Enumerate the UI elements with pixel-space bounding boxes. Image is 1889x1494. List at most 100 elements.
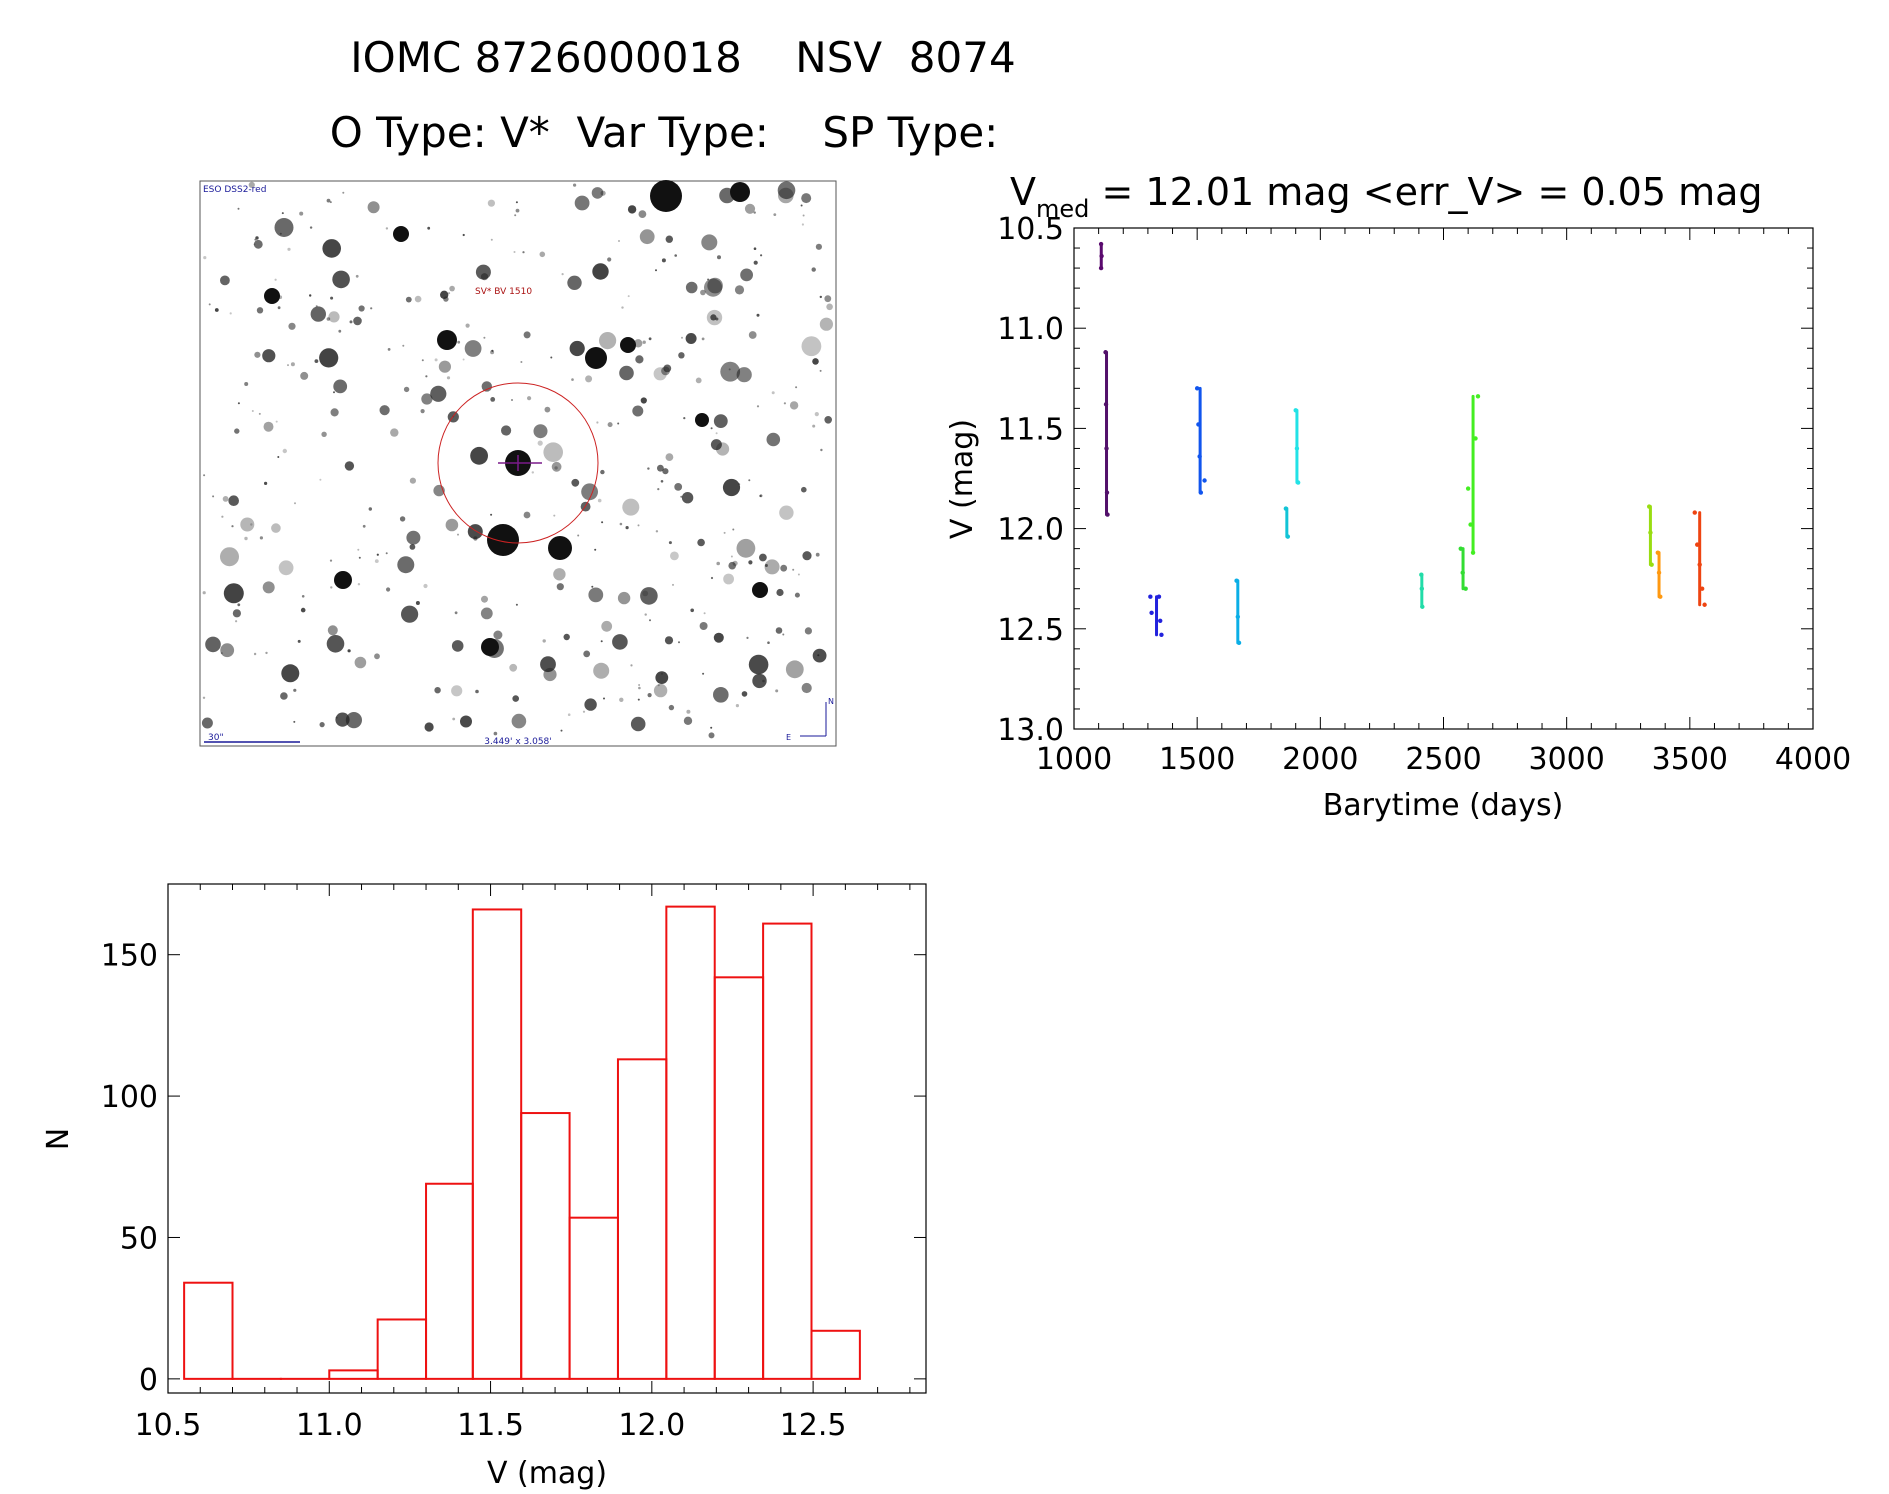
field-star	[386, 587, 391, 592]
field-star	[766, 432, 781, 447]
field-star	[817, 654, 820, 657]
lc-data-point	[1234, 578, 1239, 583]
field-star	[627, 205, 637, 214]
field-star	[625, 526, 629, 530]
field-star	[563, 633, 570, 641]
field-star	[634, 339, 643, 348]
field-star	[778, 187, 794, 204]
field-star	[661, 258, 666, 263]
field-star	[203, 256, 207, 260]
field-star	[632, 405, 644, 417]
field-star	[775, 689, 779, 693]
field-star	[229, 312, 232, 315]
lc-data-point	[1419, 572, 1424, 577]
field-star	[710, 439, 722, 451]
field-star	[594, 548, 597, 551]
field-star	[277, 306, 281, 310]
hist-ytick-label: 0	[139, 1363, 158, 1398]
field-star	[681, 336, 683, 339]
field-star	[330, 408, 339, 417]
field-star	[202, 696, 206, 699]
field-star	[619, 365, 634, 381]
lc-data-point	[1463, 586, 1468, 591]
field-star	[802, 214, 805, 217]
field-star	[424, 722, 434, 732]
lc-data-point	[1420, 604, 1425, 609]
field-star	[515, 603, 518, 606]
bright-star	[548, 536, 572, 560]
field-star	[637, 524, 640, 527]
field-star	[280, 692, 288, 700]
field-star	[329, 559, 333, 562]
field-star	[460, 715, 472, 728]
field-star	[212, 495, 215, 498]
field-star	[540, 656, 556, 673]
field-star	[326, 198, 331, 203]
field-star	[493, 630, 503, 640]
field-star	[597, 498, 602, 503]
field-star	[591, 585, 594, 588]
field-star	[655, 530, 659, 533]
field-star	[713, 687, 729, 703]
field-star	[349, 320, 353, 324]
field-star	[585, 375, 593, 383]
field-star	[556, 583, 564, 591]
field-star	[685, 333, 697, 344]
field-star	[314, 359, 319, 363]
field-star	[811, 267, 816, 272]
field-star	[708, 732, 715, 739]
field-star	[764, 559, 780, 575]
lc-data-point	[1294, 446, 1300, 451]
field-star	[814, 412, 819, 417]
field-star	[368, 507, 372, 511]
field-star	[421, 393, 433, 405]
field-star	[515, 208, 520, 213]
field-star	[390, 428, 399, 437]
field-star	[647, 693, 652, 698]
field-star	[481, 595, 488, 603]
field-star	[716, 442, 730, 456]
field-star	[367, 201, 380, 214]
histogram-bar	[425, 1182, 474, 1380]
field-star	[622, 498, 640, 516]
field-star	[457, 340, 461, 344]
field-star	[265, 651, 268, 655]
lc-data-point	[1158, 618, 1163, 623]
field-star	[523, 511, 531, 519]
field-star	[271, 523, 281, 533]
field-star	[262, 349, 276, 363]
field-star	[753, 260, 758, 265]
lc-xtick-label: 1000	[1036, 742, 1112, 777]
field-star	[409, 477, 416, 484]
light-curve-ylabel: V (mag)	[945, 419, 980, 539]
field-star	[748, 560, 753, 565]
field-star	[561, 273, 564, 276]
field-star	[573, 183, 577, 187]
field-star	[430, 385, 447, 402]
bright-star	[264, 288, 280, 304]
field-star	[208, 303, 211, 306]
field-star	[321, 431, 327, 437]
field-star	[621, 306, 624, 309]
field-star	[357, 583, 361, 586]
histogram-bar	[520, 1112, 571, 1380]
field-star	[567, 713, 571, 716]
north-label: N	[828, 697, 834, 706]
field-star	[664, 636, 674, 645]
field-star	[668, 541, 672, 545]
field-star	[723, 573, 734, 585]
field-star	[741, 691, 748, 697]
field-star	[644, 613, 647, 616]
field-star	[287, 364, 289, 367]
light-curve-axes-box	[1073, 227, 1814, 730]
field-star	[783, 402, 787, 405]
field-star	[746, 636, 749, 640]
field-star	[723, 531, 726, 534]
field-star	[715, 432, 718, 435]
field-star	[448, 292, 451, 295]
field-star	[480, 607, 493, 620]
field-star	[515, 201, 518, 204]
field-star	[710, 427, 713, 430]
field-star	[683, 716, 693, 725]
